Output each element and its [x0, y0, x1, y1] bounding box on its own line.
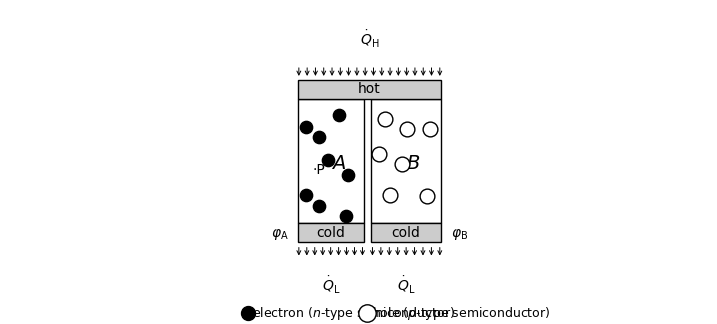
Text: $\dot{Q}_\mathrm{H}$: $\dot{Q}_\mathrm{H}$	[360, 29, 379, 50]
Point	[424, 126, 435, 131]
Point	[384, 192, 396, 197]
Point	[313, 203, 325, 209]
Bar	[298, 80, 441, 99]
Text: hot: hot	[358, 82, 381, 97]
Point	[402, 126, 413, 131]
Text: cold: cold	[391, 226, 421, 240]
Point	[341, 214, 352, 219]
Text: A: A	[332, 154, 346, 173]
Text: $\varphi_\mathrm{A}$: $\varphi_\mathrm{A}$	[271, 227, 289, 242]
Point	[379, 116, 391, 121]
Text: ·P: ·P	[313, 163, 326, 177]
Text: cold: cold	[316, 226, 345, 240]
Point	[374, 151, 385, 156]
Point	[300, 192, 312, 197]
Point	[342, 172, 353, 178]
Text: B: B	[407, 154, 420, 173]
Text: $\dot{Q}_\mathrm{L}$: $\dot{Q}_\mathrm{L}$	[322, 275, 341, 296]
Text: electron ($n$-type semiconductor): electron ($n$-type semiconductor)	[252, 305, 455, 322]
Point	[422, 193, 433, 199]
Point	[242, 311, 253, 316]
Point	[313, 135, 325, 140]
Text: $\dot{Q}_\mathrm{L}$: $\dot{Q}_\mathrm{L}$	[397, 275, 415, 296]
Point	[322, 157, 333, 162]
Bar	[371, 99, 441, 224]
Point	[300, 125, 312, 130]
Text: $\varphi_\mathrm{B}$: $\varphi_\mathrm{B}$	[451, 227, 468, 242]
Point	[361, 311, 373, 316]
Bar	[298, 224, 364, 242]
Bar	[371, 224, 441, 242]
Text: hole ($p$-type semiconductor): hole ($p$-type semiconductor)	[372, 305, 551, 322]
Point	[333, 112, 344, 118]
Bar	[298, 99, 364, 224]
Point	[397, 161, 408, 166]
